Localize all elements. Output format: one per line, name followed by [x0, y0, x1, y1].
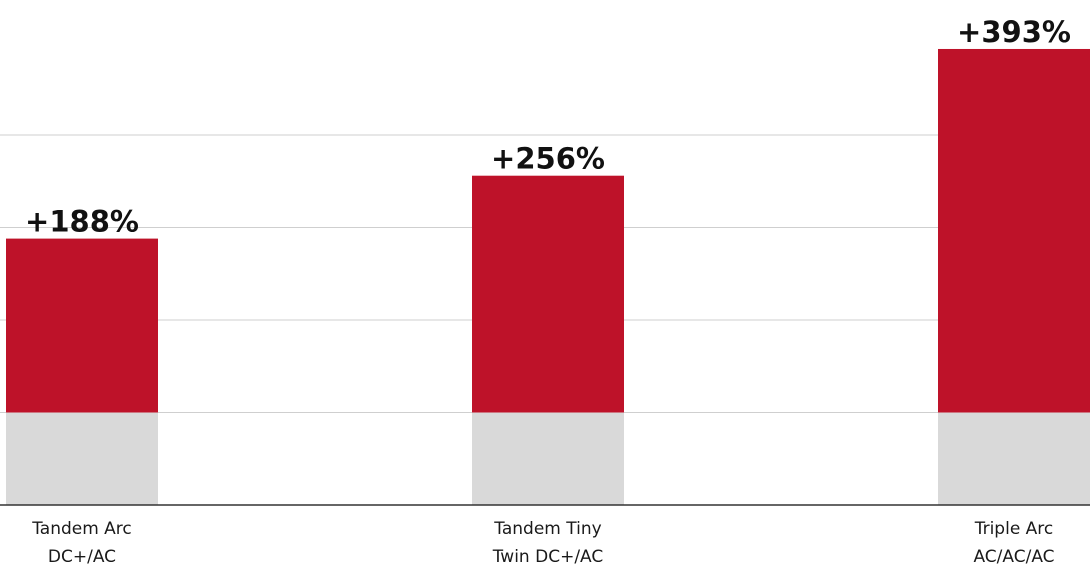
category-label-tandem-arc-line2: DC+/AC — [48, 547, 116, 567]
bar-tandem-arc-base — [6, 412, 158, 505]
category-label-triple-arc-line2: AC/AC/AC — [973, 547, 1054, 567]
bar-tandem-tiny-increase — [472, 175, 624, 413]
bar-tandem-tiny-base — [472, 412, 624, 505]
bars — [6, 48, 1090, 505]
bar-triple-arc-increase — [938, 48, 1090, 413]
category-label-tandem-tiny-line2: Twin DC+/AC — [492, 547, 604, 567]
data-label-tandem-arc: +188% — [25, 205, 139, 239]
data-label-triple-arc: +393% — [957, 15, 1071, 49]
data-label-tandem-tiny: +256% — [491, 142, 605, 176]
bar-tandem-arc-increase — [6, 238, 158, 413]
category-label-tandem-arc-line1: Tandem Arc — [31, 519, 132, 539]
category-label-tandem-tiny-line1: Tandem Tiny — [493, 519, 601, 539]
bar-triple-arc-base — [938, 412, 1090, 505]
category-label-triple-arc-line1: Triple Arc — [974, 519, 1054, 539]
